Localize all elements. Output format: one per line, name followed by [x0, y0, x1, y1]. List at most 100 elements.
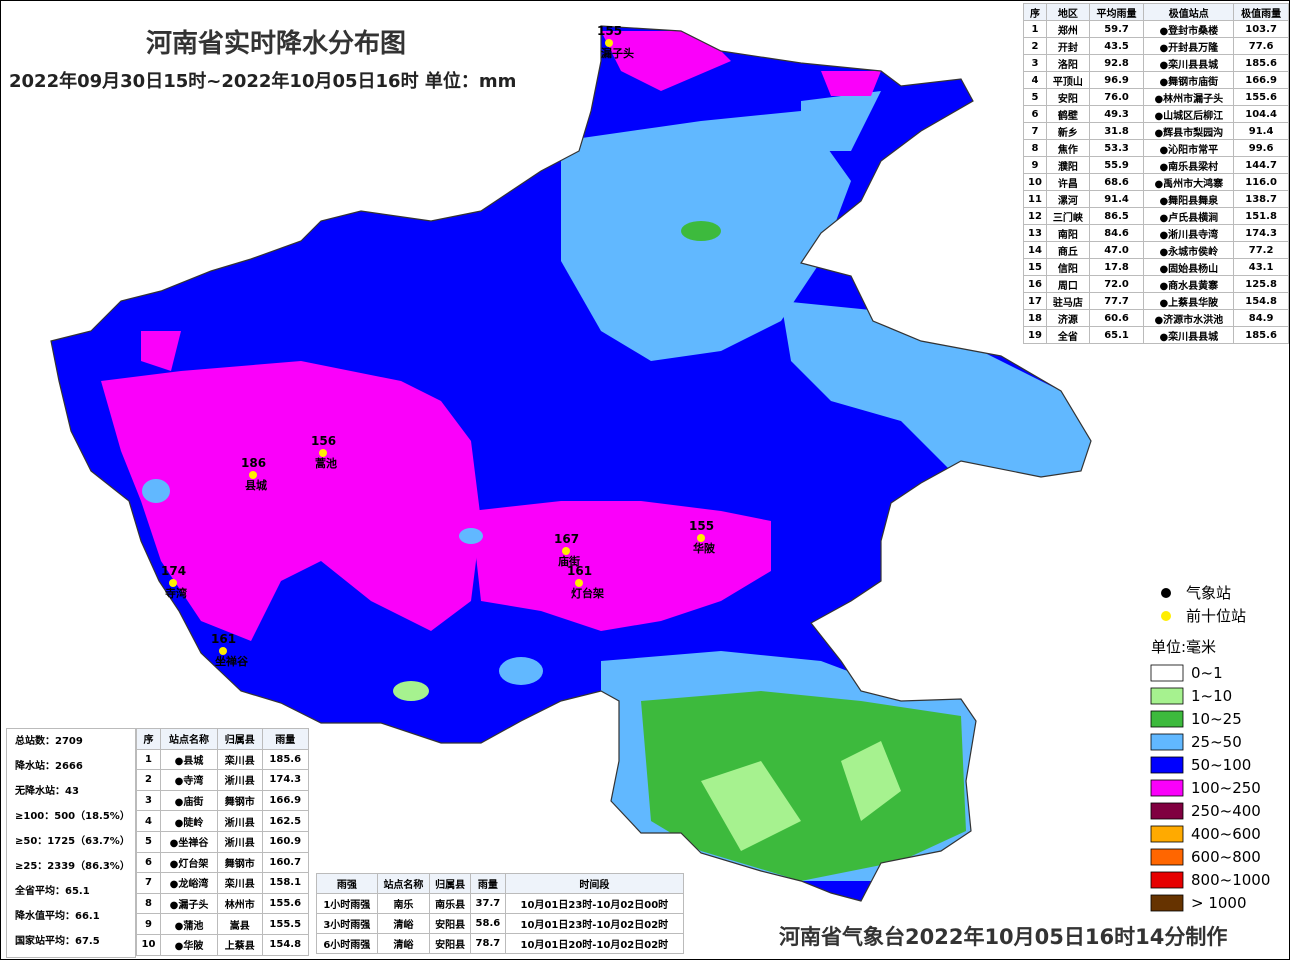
table-cell: 77.7 — [1088, 292, 1145, 310]
table-row: 14 商丘 47.0 ●永城市侯岭 77.2 — [1022, 241, 1289, 259]
table-cell: 淅川县 — [217, 810, 263, 832]
table-cell: 59.7 — [1088, 20, 1145, 38]
top-station-dot — [249, 471, 257, 479]
column-header: 站点名称 — [159, 728, 219, 750]
table-cell: 郑州 — [1046, 20, 1090, 38]
table-row: 10 许昌 68.6 ●禹州市大鸿寨 116.0 — [1022, 173, 1289, 191]
stat-line: 无降水站：43 — [15, 786, 79, 797]
table-cell: ●辉县市梨园沟 — [1143, 122, 1235, 140]
table-cell: 10月01日20时-10月02日02时 — [504, 933, 685, 954]
station-value: 174 — [161, 564, 186, 578]
top-station-dot — [169, 579, 177, 587]
table-cell: 许昌 — [1046, 173, 1090, 191]
table-row: 5 ●坐禅谷 淅川县 160.9 — [136, 830, 309, 853]
legend-label: 400~600 — [1191, 825, 1261, 843]
intensity-table: 雨强 站点名称 归属县 雨量 时间段 1小时雨强 南乐 南乐县 37.7 10月01日23时-10… — [316, 873, 685, 954]
table-cell: 5 — [1022, 88, 1048, 106]
province-border — [50, 25, 1092, 902]
table-cell: 103.7 — [1233, 20, 1289, 38]
table-cell: 86.5 — [1088, 207, 1145, 225]
table-row: 2 ●寺湾 淅川县 174.3 — [136, 769, 309, 791]
table-cell: 37.7 — [470, 893, 506, 914]
column-header: 序 — [1022, 3, 1048, 21]
table-cell: 清峪 — [376, 933, 431, 954]
table-row: 16 周口 72.0 ●商水县黄寨 125.8 — [1022, 275, 1289, 293]
table-cell: 13 — [1022, 224, 1048, 242]
table-cell: 6 — [136, 851, 161, 874]
table-cell: 8 — [1022, 139, 1048, 157]
table-cell: 10月01日23时-10月02日00时 — [504, 893, 685, 914]
table-cell: 91.4 — [1233, 122, 1289, 140]
table-cell: ●寺湾 — [159, 769, 219, 791]
top-station-dot — [319, 449, 327, 457]
table-cell: 76.0 — [1088, 88, 1145, 106]
legend-label: 前十位站 — [1186, 607, 1246, 625]
table-cell: 2 — [136, 769, 161, 791]
legend-swatch — [1150, 733, 1184, 751]
header-row: 序地区 平均雨量 极值站点 极值雨量 — [1022, 3, 1289, 21]
table-cell: ●淅川县寺湾 — [1143, 224, 1235, 242]
table-cell: ●舞钢市庙街 — [1143, 71, 1235, 89]
stat-line: ≥25：2339（86.3%） — [15, 861, 130, 872]
stats-box: 总站数：2709 降水站：2666 无降水站：43 ≥100：500（18.5%） ≥5… — [6, 728, 136, 958]
table-cell: 166.9 — [1233, 71, 1289, 89]
map-subtitle: 2022年09月30日15时~2022年10月05日16时 单位：mm — [9, 71, 517, 92]
table-cell: 3小时雨强 — [316, 913, 378, 934]
table-row: 18 济源 60.6 ●济源市水洪池 84.9 — [1022, 309, 1289, 327]
column-header: 序 — [136, 728, 161, 750]
table-cell: 淅川县 — [217, 830, 263, 853]
table-cell: 4 — [1022, 71, 1048, 89]
table-cell: 144.7 — [1233, 156, 1289, 174]
table-row: 7 ●龙峪湾 栾川县 158.1 — [136, 872, 309, 894]
table-cell: 2 — [1022, 37, 1048, 55]
station-value: 156 — [311, 434, 336, 448]
table-row: 7 新乡 31.8 ●辉县市梨园沟 91.4 — [1022, 122, 1289, 140]
table-cell: ●卢氏县横涧 — [1143, 207, 1235, 225]
table-row: 11 漯河 91.4 ●舞阳县舞泉 138.7 — [1022, 190, 1289, 208]
table-cell: 116.0 — [1233, 173, 1289, 191]
stat-line: 降水站：2666 — [15, 761, 83, 772]
table-cell: ●山城区后柳江 — [1143, 105, 1235, 123]
table-row: 6 鹤壁 49.3 ●山城区后柳江 104.4 — [1022, 105, 1289, 123]
region-table: 序地区 平均雨量 极值站点 极值雨量 1 郑州 59.7 ●登封市桑楼 103.7 2 开封 43.5… — [1022, 3, 1289, 344]
table-cell: ●舞阳县舞泉 — [1143, 190, 1235, 208]
table-cell: 济源 — [1046, 309, 1090, 327]
legend-label: 气象站 — [1186, 584, 1231, 602]
table-cell: ●漏子头 — [159, 892, 219, 915]
table-cell: ●灯台架 — [159, 851, 219, 874]
table-row: 5 安阳 76.0 ●林州市漏子头 155.6 — [1022, 88, 1289, 106]
table-cell: 安阳县 — [429, 913, 472, 934]
table-row: 3 洛阳 92.8 ●栾川县县城 185.6 — [1022, 54, 1289, 72]
table-row: 15 信阳 17.8 ●固始县杨山 43.1 — [1022, 258, 1289, 276]
table-cell: 10 — [1022, 173, 1048, 191]
table-cell: 林州市 — [217, 892, 263, 915]
table-cell: 10月01日23时-10月02日02时 — [504, 913, 685, 934]
table-cell: 47.0 — [1088, 241, 1145, 259]
legend-swatch — [1150, 871, 1184, 889]
legend-swatch — [1150, 710, 1184, 728]
column-header: 平均雨量 — [1088, 3, 1145, 21]
legend-label: 250~400 — [1191, 802, 1261, 820]
station-name: 漏子头 — [601, 46, 634, 60]
table-cell: 南乐 — [376, 893, 431, 914]
table-cell: 舞钢市 — [217, 789, 263, 812]
table-row: 6小时雨强 清峪 安阳县 78.7 10月01日20时-10月02日02时 — [316, 933, 685, 954]
table-cell: 9 — [1022, 156, 1048, 174]
table-cell: 154.8 — [1233, 292, 1289, 310]
legend-label: 1~10 — [1191, 687, 1232, 705]
stat-line: 国家站平均：67.5 — [15, 936, 100, 947]
table-cell: 淅川县 — [217, 769, 263, 791]
table-cell: 濮阳 — [1046, 156, 1090, 174]
table-cell: 174.3 — [1233, 224, 1289, 242]
legend-label: 100~250 — [1191, 779, 1261, 797]
table-cell: 三门峡 — [1046, 207, 1090, 225]
legend-label: 600~800 — [1191, 848, 1261, 866]
table-cell: 1小时雨强 — [316, 893, 378, 914]
table-cell: 3 — [136, 789, 161, 812]
top-station-dot — [605, 39, 613, 47]
table-cell: 55.9 — [1088, 156, 1145, 174]
table-cell: 15 — [1022, 258, 1048, 276]
table-cell: ●固始县杨山 — [1143, 258, 1235, 276]
table-cell: 92.8 — [1088, 54, 1145, 72]
